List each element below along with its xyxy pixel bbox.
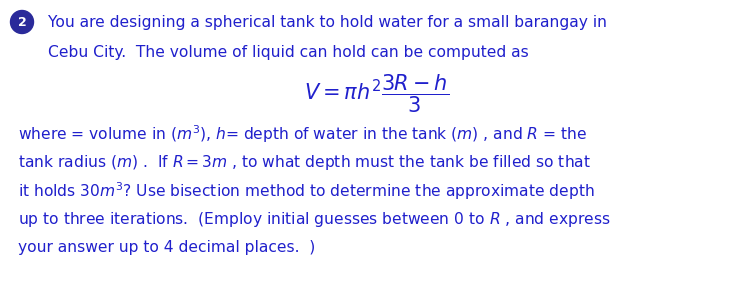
Text: 2: 2 <box>17 15 26 28</box>
Text: You are designing a spherical tank to hold water for a small barangay in: You are designing a spherical tank to ho… <box>48 15 607 30</box>
Text: it holds $30m^3$? Use bisection method to determine the approximate depth: it holds $30m^3$? Use bisection method t… <box>18 180 595 202</box>
Text: Cebu City.  The volume of liquid can hold can be computed as: Cebu City. The volume of liquid can hold… <box>48 44 529 60</box>
Circle shape <box>11 10 33 33</box>
Text: up to three iterations.  (Employ initial guesses between 0 to $R$ , and express: up to three iterations. (Employ initial … <box>18 210 611 229</box>
Text: your answer up to 4 decimal places.  ): your answer up to 4 decimal places. ) <box>18 241 316 255</box>
Text: where = volume in $(m^3)$, $h$= depth of water in the tank $(m)$ , and $R$ = the: where = volume in $(m^3)$, $h$= depth of… <box>18 123 587 145</box>
Text: tank radius $(m)$ .  If $R = 3m$ , to what depth must the tank be filled so that: tank radius $(m)$ . If $R = 3m$ , to wha… <box>18 153 591 172</box>
Text: $V = \pi h^2\dfrac{3R - h}{3}$: $V = \pi h^2\dfrac{3R - h}{3}$ <box>304 73 449 115</box>
